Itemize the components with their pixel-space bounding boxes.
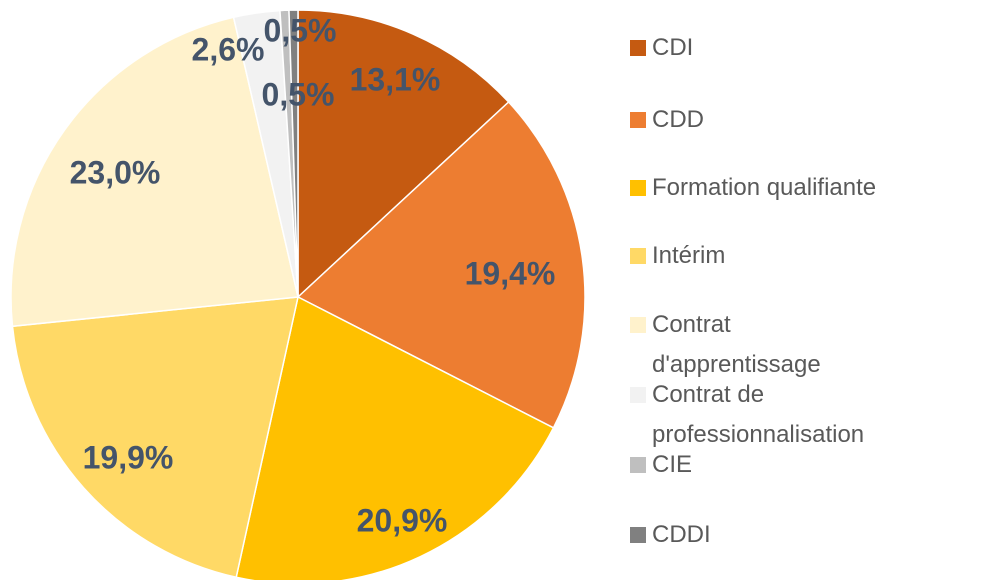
legend-item: CDDI [630,515,950,555]
pie-slice [296,100,586,429]
data-label: 19,4% [465,255,556,291]
legend-label: Contrat d'apprentissage [652,311,821,378]
legend-item: Contrat d'apprentissage [630,305,870,385]
legend-label: CIE [652,451,693,478]
legend-item: Contrat de professionnalisation [630,375,890,455]
legend-label: CDDI [652,521,711,548]
pie-slice [288,9,299,298]
legend-item: Formation qualifiante [630,168,950,208]
data-label: 2,6% [192,31,265,67]
legend-label: Formation qualifiante [652,174,877,201]
legend-swatch [630,40,646,56]
legend-swatch [630,387,646,403]
data-label: 19,9% [83,439,174,475]
legend-item: CDD [630,100,950,140]
data-label: 20,9% [357,502,448,538]
legend-swatch [630,527,646,543]
pie-slice [11,296,299,579]
data-label: 13,1% [350,61,441,97]
legend-swatch [630,457,646,473]
pie-slice [10,16,299,328]
data-label: 0,5% [262,76,335,112]
legend-swatch [630,112,646,128]
legend-label: CDD [652,106,704,133]
legend-label: CDI [652,34,694,61]
pie-slice [235,295,555,580]
legend-item: CIE [630,445,950,485]
data-label: 0,5% [264,12,337,48]
legend-item: CDI [630,28,950,68]
legend-label: Contrat de professionnalisation [652,381,865,448]
legend-swatch [630,180,646,196]
legend-swatch [630,248,646,264]
legend-item: Intérim [630,236,950,276]
pie-slice [297,9,510,299]
legend-swatch [630,317,646,333]
legend-label: Intérim [652,242,726,269]
data-label: 23,0% [70,154,161,190]
